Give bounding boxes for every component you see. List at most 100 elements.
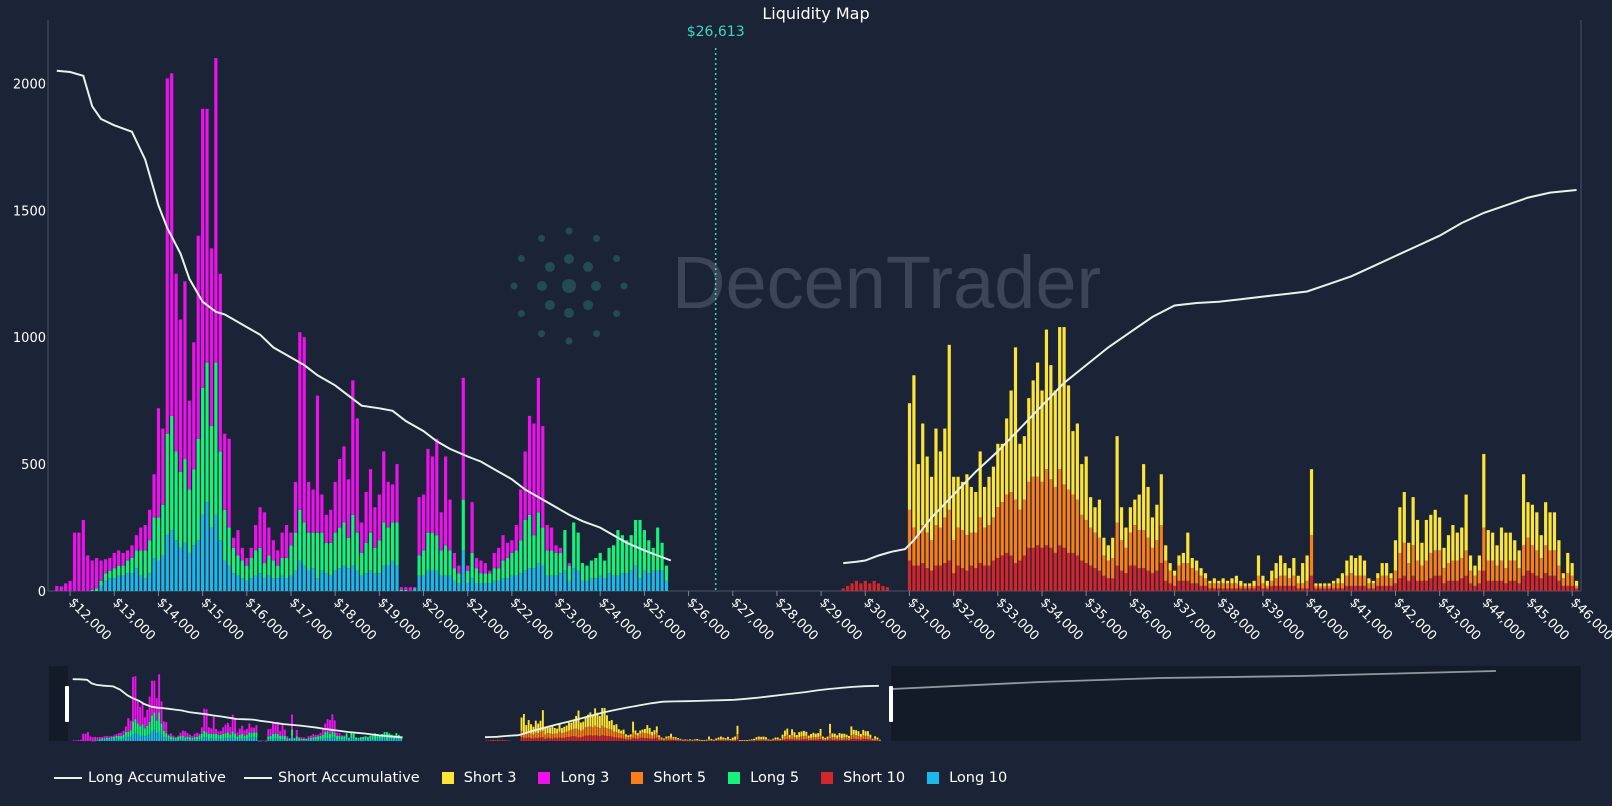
x-tick-label: $22,000 <box>507 595 556 644</box>
short-bar <box>1438 517 1442 551</box>
long-bar <box>510 540 514 553</box>
long-bar <box>651 570 655 591</box>
navigator-long-bar <box>129 720 132 731</box>
navigator-handle-right[interactable] <box>889 686 893 722</box>
navigator-long-bar <box>310 739 312 741</box>
navigator-long-bar <box>333 720 336 734</box>
long-bar <box>156 517 161 561</box>
short-bar <box>1221 588 1225 591</box>
x-axis-ticks: $12,000$13,000$14,000$15,000$16,000$17,0… <box>65 591 1612 644</box>
long-bar <box>567 580 571 591</box>
navigator-long-bar <box>314 736 317 740</box>
long-bar <box>527 568 532 591</box>
x-tick-label: $28,000 <box>772 595 821 644</box>
navigator-short-bar <box>587 714 589 727</box>
long-bar <box>483 573 487 584</box>
long-bar <box>183 281 187 460</box>
long-bar <box>72 532 77 591</box>
short-bar <box>907 403 912 510</box>
range-navigator[interactable] <box>49 666 1581 742</box>
navigator-short-bar <box>608 721 611 729</box>
short-bar <box>1544 502 1548 546</box>
navigator-short-bar <box>667 736 670 738</box>
navigator-short-bar <box>760 739 763 741</box>
long-bar <box>576 532 580 571</box>
navigator-selected-range[interactable] <box>68 666 891 741</box>
navigator-short-bar <box>852 729 855 735</box>
navigator-short-bar <box>750 740 753 741</box>
long-bar <box>342 522 346 566</box>
navigator-handle-left[interactable] <box>65 686 69 722</box>
navigator-long-bar <box>224 733 227 739</box>
legend-item-short-accumulative[interactable]: Short Accumulative <box>243 770 420 786</box>
navigator-long-bar <box>205 709 208 733</box>
short-bar <box>1407 563 1411 581</box>
short-bar <box>929 476 934 541</box>
long-bar <box>117 565 121 576</box>
long-bar <box>346 479 351 538</box>
navigator-short-bar <box>700 740 703 742</box>
short-bar <box>1097 537 1102 571</box>
watermark-dot <box>510 282 518 290</box>
short-bar <box>1142 464 1146 531</box>
navigator-short-bar <box>762 736 765 740</box>
long-bar <box>377 540 381 574</box>
short-bar <box>1102 575 1106 591</box>
navigator-short-bar <box>686 739 689 741</box>
short-bar <box>969 486 973 533</box>
navigator-short-bar <box>541 737 544 741</box>
short-bar <box>1305 555 1309 581</box>
short-bar <box>1287 578 1292 586</box>
navigator-short-bar <box>537 723 540 734</box>
short-bar <box>1544 545 1548 574</box>
legend-item-long-accumulative[interactable]: Long Accumulative <box>54 770 226 786</box>
navigator-long-bar <box>238 728 241 735</box>
long-bar <box>444 456 448 546</box>
navigator-long-bar <box>141 734 144 741</box>
short-bar <box>1115 436 1119 523</box>
navigator-short-bar <box>765 740 767 741</box>
navigator-short-bar <box>833 733 836 738</box>
long-bar <box>483 583 487 591</box>
long-bar <box>165 433 169 536</box>
short-bar <box>925 568 929 591</box>
long-bar <box>342 565 346 591</box>
navigator-short-bar <box>698 739 701 741</box>
legend-item-short-10[interactable]: Short 10 <box>817 770 905 786</box>
navigator-short-bar <box>525 725 528 735</box>
legend-item-long-10[interactable]: Long 10 <box>923 770 1007 786</box>
navigator-long-bar <box>283 735 286 740</box>
navigator-long-bar <box>359 739 362 741</box>
long-bar <box>497 580 501 591</box>
navigator-short-bar <box>660 737 663 739</box>
legend-item-long-3[interactable]: Long 3 <box>534 770 609 786</box>
short-bar <box>1438 575 1442 591</box>
long-bar <box>607 547 611 574</box>
long-bar <box>262 512 267 564</box>
short-bar <box>938 565 942 591</box>
navigator-short-bar <box>591 735 594 741</box>
long-bar <box>152 558 156 591</box>
navigator-short-bar <box>736 734 739 740</box>
navigator-long-bar <box>158 712 161 732</box>
short-bar <box>1345 585 1349 591</box>
navigator-short-bar <box>717 737 720 740</box>
short-bar <box>1075 555 1079 591</box>
navigator-long-bar <box>203 737 206 741</box>
legend-item-short-3[interactable]: Short 3 <box>438 770 516 786</box>
navigator-long-bar <box>134 733 137 741</box>
legend-item-long-5[interactable]: Long 5 <box>724 770 799 786</box>
legend-item-short-5[interactable]: Short 5 <box>627 770 706 786</box>
short-bar <box>1539 558 1543 579</box>
short-bar <box>1062 327 1066 485</box>
short-bar <box>1239 585 1243 589</box>
navigator-long-bar <box>196 739 199 741</box>
navigator-long-bar <box>153 712 156 730</box>
navigator-long-bar <box>186 736 189 740</box>
navigator-short-bar <box>679 740 682 741</box>
navigator-short-bar <box>658 737 661 740</box>
navigator-long-bar <box>155 698 158 721</box>
short-bar <box>1066 489 1071 553</box>
long-bar <box>59 586 63 591</box>
navigator-long-bar <box>174 737 177 740</box>
